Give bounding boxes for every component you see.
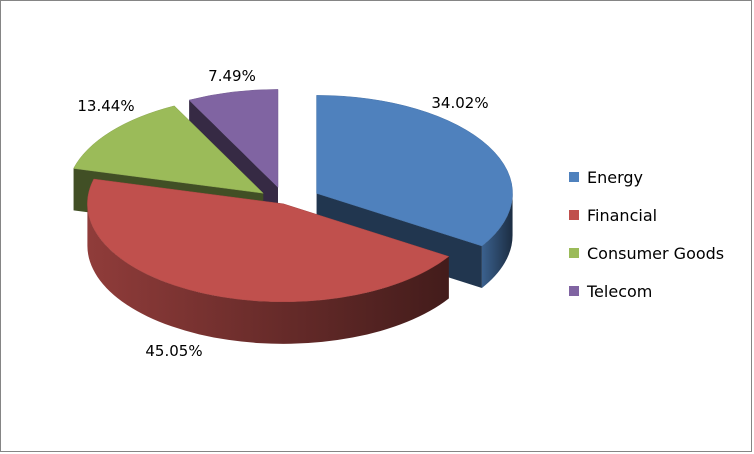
data-label-telecom: 7.49% — [208, 67, 256, 85]
legend-item-financial: Financial — [569, 196, 724, 234]
slice-side-financial — [87, 203, 449, 344]
slice-financial — [87, 178, 450, 303]
data-label-energy: 34.02% — [431, 94, 488, 112]
legend-label-telecom: Telecom — [587, 281, 653, 301]
legend-swatch-telecom — [569, 286, 579, 296]
legend-item-telecom: Telecom — [569, 272, 724, 310]
slice-telecom — [188, 89, 279, 189]
legend-swatch-energy — [569, 172, 579, 182]
legend-label-energy: Energy — [587, 167, 644, 187]
legend-item-consumer-goods: Consumer Goods — [569, 234, 724, 272]
slice-consumer-goods — [73, 105, 264, 194]
data-label-financial: 45.05% — [145, 342, 202, 360]
legend-label-consumer-goods: Consumer Goods — [587, 243, 725, 263]
pie-tops — [73, 89, 513, 303]
slice-energy — [316, 95, 513, 247]
data-label-consumer-goods: 13.44% — [77, 97, 134, 115]
slice-side-energy — [481, 193, 513, 288]
legend-item-energy: Energy — [569, 158, 724, 196]
legend-swatch-consumer-goods — [569, 248, 579, 258]
legend-swatch-financial — [569, 210, 579, 220]
legend: Energy Financial Consumer Goods Telecom — [569, 158, 724, 310]
legend-label-financial: Financial — [587, 205, 658, 225]
